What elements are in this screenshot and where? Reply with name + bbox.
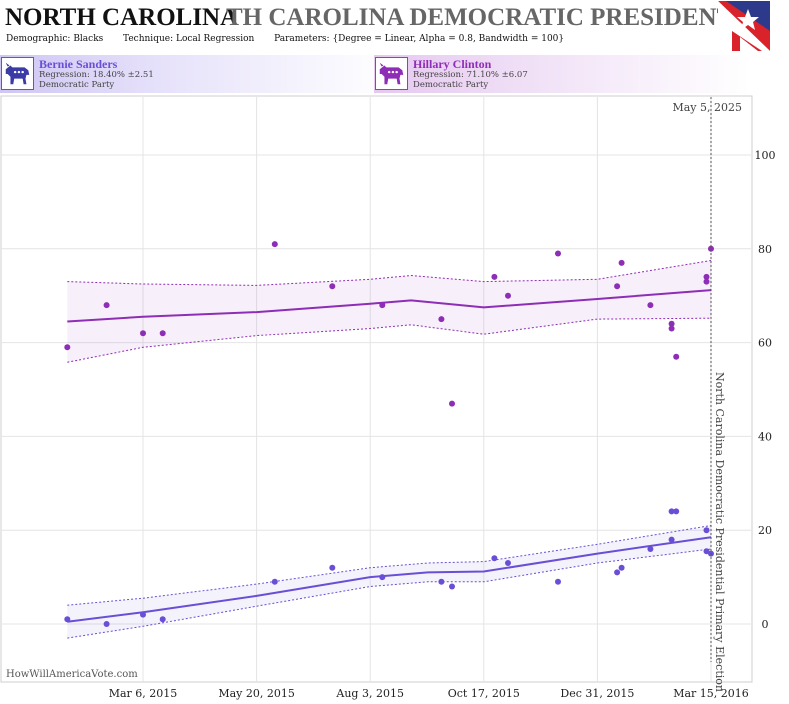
candidate-party: Democratic Party [413, 80, 489, 90]
technique-label: Technique: [123, 34, 174, 44]
header: NORTH CAROLINA TH CAROLINA DEMOCRATIC PR… [0, 0, 789, 54]
confidence-bands [67, 260, 712, 639]
poll-point[interactable] [614, 283, 621, 290]
confidence-band [67, 260, 712, 363]
poll-point[interactable] [491, 555, 498, 562]
candidate-card-sanders[interactable]: Bernie Sanders Regression: 18.40% ±2.51 … [0, 55, 395, 93]
poll-point[interactable] [668, 320, 675, 327]
x-tick-label: Mar 6, 2015 [109, 687, 178, 700]
candidate-name[interactable]: Hillary Clinton [413, 57, 492, 71]
election-title: TH CAROLINA DEMOCRATIC PRESIDENTIAL I [226, 4, 751, 31]
poll-point[interactable] [140, 611, 146, 618]
poll-point[interactable] [647, 546, 654, 552]
poll-point[interactable] [140, 330, 146, 337]
y-tick-label: 20 [758, 524, 772, 537]
poll-point[interactable] [703, 527, 710, 534]
regression-lines [67, 289, 712, 623]
current-date-label: May 5, 2025 [672, 101, 742, 114]
x-tick-label: Oct 17, 2015 [448, 687, 520, 700]
poll-point[interactable] [703, 273, 710, 280]
x-tick-label: Mar 15, 2016 [673, 687, 749, 700]
candidate-name[interactable]: Bernie Sanders [39, 57, 118, 71]
poll-point[interactable] [618, 564, 625, 571]
plot-frame [0, 95, 753, 683]
poll-point[interactable] [703, 548, 710, 555]
poll-point[interactable] [555, 578, 561, 585]
y-tick-label: 60 [758, 337, 772, 350]
x-tick-label: Aug 3, 2015 [335, 687, 404, 700]
poll-point[interactable] [379, 574, 386, 581]
poll-point[interactable] [618, 259, 625, 266]
poll-point[interactable] [505, 292, 511, 299]
poll-point[interactable] [668, 508, 675, 515]
election-marker-label: North Carolina Democratic Presidential P… [713, 372, 726, 692]
poll-point[interactable] [271, 241, 278, 248]
poll-point[interactable] [449, 400, 455, 407]
y-tick-label: 40 [758, 430, 772, 443]
poll-point[interactable] [668, 536, 675, 543]
poll-point[interactable] [379, 302, 386, 309]
poll-point[interactable] [159, 330, 166, 337]
poll-point[interactable] [103, 302, 110, 309]
candidate-card-clinton[interactable]: Hillary Clinton Regression: 71.10% ±6.07… [374, 55, 749, 93]
poll-point[interactable] [505, 560, 511, 566]
poll-point[interactable] [64, 616, 71, 623]
poll-point[interactable] [491, 273, 498, 280]
poll-point[interactable] [438, 578, 445, 585]
axis-labels: Mar 6, 2015 May 20, 2015 Aug 3, 2015 Oct 17… [109, 149, 776, 700]
poll-point[interactable] [271, 578, 278, 585]
y-tick-label: 100 [755, 149, 776, 162]
x-tick-label: May 20, 2015 [218, 687, 295, 700]
democrat-donkey-icon [375, 57, 408, 90]
poll-points [64, 241, 714, 627]
poll-point[interactable] [668, 325, 675, 332]
parameters-line: Demographic: Blacks Technique: Local Reg… [6, 34, 564, 44]
candidate-party: Democratic Party [39, 80, 115, 90]
demographic-label: Demographic: [6, 34, 71, 44]
y-tick-label: 0 [762, 618, 769, 631]
poll-point[interactable] [438, 316, 445, 323]
watermark[interactable]: HowWillAmericaVote.com [6, 669, 138, 680]
poll-point[interactable] [673, 353, 680, 360]
regression-line [67, 536, 712, 623]
confidence-band [67, 525, 712, 639]
poll-point[interactable] [159, 616, 166, 623]
poll-point[interactable] [703, 278, 710, 285]
parameters-label: Parameters: [274, 34, 330, 44]
demographic-value: Blacks [73, 34, 104, 44]
poll-point[interactable] [329, 564, 336, 571]
poll-point[interactable] [329, 283, 336, 290]
lower-bound-line [67, 548, 712, 639]
candidate-regression: Regression: 18.40% ±2.51 [39, 70, 154, 80]
poll-point[interactable] [103, 621, 110, 627]
poll-point[interactable] [673, 508, 680, 515]
candidate-regression: Regression: 71.10% ±6.07 [413, 70, 528, 80]
democrat-donkey-icon [1, 57, 34, 90]
upper-bound-line [67, 525, 712, 606]
poll-point[interactable] [647, 302, 654, 309]
parameters-value: {Degree = Linear, Alpha = 0.8, Bandwidth… [332, 34, 565, 44]
lower-bound-line [67, 317, 712, 363]
poll-point[interactable] [449, 583, 455, 590]
poll-point[interactable] [555, 250, 561, 257]
grid-lines [2, 97, 751, 682]
regression-line [67, 289, 712, 323]
poll-point[interactable] [64, 344, 71, 351]
y-tick-label: 80 [758, 243, 772, 256]
x-tick-label: Dec 31, 2015 [560, 687, 634, 700]
poll-point[interactable] [708, 245, 714, 252]
technique-value: Local Regression [175, 34, 255, 44]
flag-logo-icon[interactable] [718, 1, 770, 51]
state-title: NORTH CAROLINA [5, 4, 239, 31]
poll-point[interactable] [614, 569, 621, 576]
